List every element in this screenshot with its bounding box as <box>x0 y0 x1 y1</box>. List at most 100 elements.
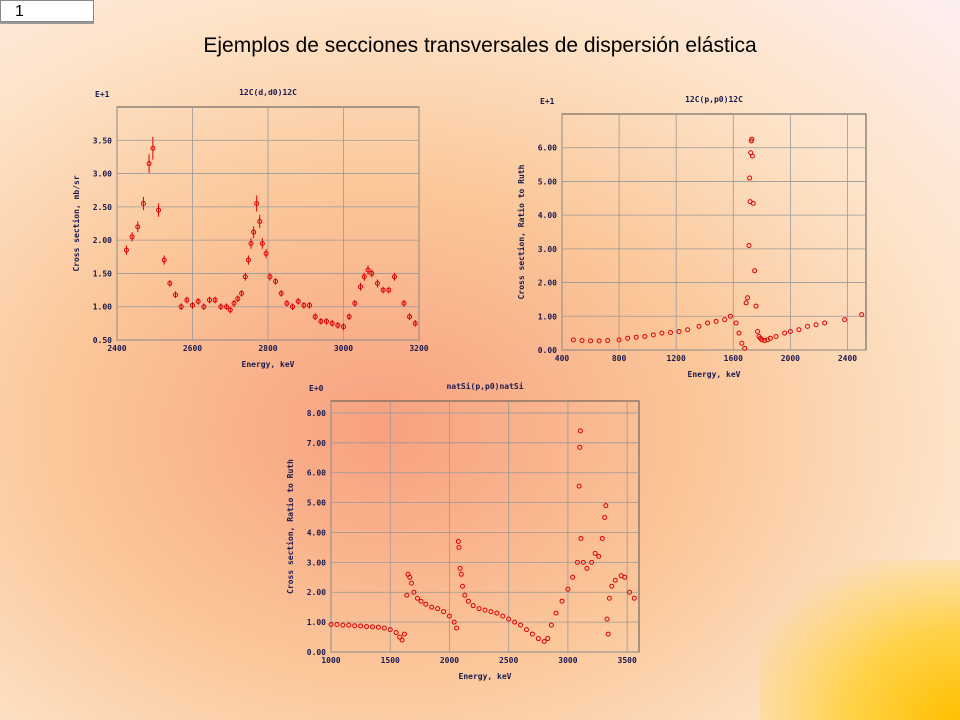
data-point <box>518 622 524 628</box>
slide-title: Ejemplos de secciones transversales de d… <box>203 34 757 57</box>
data-point <box>284 300 290 306</box>
data-point <box>248 240 254 246</box>
data-point <box>612 577 618 583</box>
data-point <box>201 304 207 310</box>
data-point <box>750 200 756 206</box>
data-point <box>387 627 393 633</box>
y-axis-label: Cross section, Ratio to Ruth <box>516 164 526 299</box>
data-point <box>263 250 269 256</box>
data-point <box>767 335 773 341</box>
y-tick-label: 5.00 <box>307 499 326 508</box>
data-point <box>773 334 779 340</box>
data-point <box>599 535 605 541</box>
data-point <box>335 322 341 328</box>
data-point <box>259 240 265 246</box>
data-point <box>381 625 387 631</box>
data-point <box>328 622 334 628</box>
data-point <box>456 544 462 550</box>
data-point <box>753 303 759 309</box>
data-point <box>605 631 611 637</box>
data-point <box>135 224 141 230</box>
y-tick-label: 2.00 <box>538 279 557 288</box>
data-point <box>606 595 612 601</box>
data-point <box>173 292 179 298</box>
data-point <box>749 136 755 142</box>
data-point <box>399 637 405 643</box>
data-point <box>451 619 457 625</box>
data-point <box>257 219 263 225</box>
x-tick-label: 1500 <box>381 656 400 665</box>
data-point <box>696 323 702 329</box>
scale-label: E+0 <box>309 384 324 393</box>
x-tick-label: 3500 <box>618 656 637 665</box>
data-point <box>391 274 397 280</box>
y-tick-label: 0.00 <box>538 346 557 355</box>
plot-frame <box>330 400 640 653</box>
data-point <box>146 161 152 167</box>
data-point <box>361 274 367 280</box>
data-point <box>369 624 375 630</box>
data-point <box>742 345 748 351</box>
data-point <box>307 302 313 308</box>
data-point <box>722 317 728 323</box>
data-point <box>609 583 615 589</box>
y-tick-label: 3.00 <box>307 558 326 567</box>
data-point <box>352 623 358 629</box>
x-axis-label: Energy, keV <box>688 370 741 379</box>
data-point <box>235 296 241 302</box>
data-point <box>529 631 535 637</box>
data-point <box>245 257 251 263</box>
data-point <box>218 304 224 310</box>
y-tick-label: 2.00 <box>307 588 326 597</box>
data-point <box>386 287 392 293</box>
data-point <box>470 603 476 609</box>
x-axis-label: Energy, keV <box>242 360 295 369</box>
data-point <box>441 609 447 615</box>
x-tick-label: 400 <box>555 354 570 363</box>
data-point <box>804 323 810 329</box>
data-point <box>429 604 435 610</box>
data-point <box>578 535 584 541</box>
data-point <box>813 322 819 328</box>
data-point <box>494 610 500 616</box>
data-point <box>212 297 218 303</box>
data-point <box>659 330 665 336</box>
x-axis-label: Energy, keV <box>459 672 512 681</box>
data-point <box>685 327 691 333</box>
data-point <box>178 304 184 310</box>
x-tick-label: 1200 <box>667 354 686 363</box>
data-point <box>129 234 135 240</box>
data-point <box>535 636 541 642</box>
data-point <box>364 624 370 630</box>
data-point <box>577 428 583 434</box>
data-point <box>625 335 631 341</box>
y-tick-label: 2.00 <box>93 236 112 245</box>
data-point <box>605 338 611 344</box>
y-tick-label: 1.50 <box>93 269 112 278</box>
data-point <box>341 324 346 330</box>
chart-title: 12C(d,d0)12C <box>239 88 297 97</box>
data-point <box>346 314 352 320</box>
data-point <box>584 565 590 571</box>
chart-title: natSi(p,p0)natSi <box>446 381 523 391</box>
x-tick-label: 2600 <box>183 344 202 353</box>
data-point <box>329 320 335 326</box>
data-point <box>570 337 576 343</box>
data-point <box>667 329 673 335</box>
data-point <box>512 619 518 625</box>
data-point <box>759 337 765 343</box>
data-point <box>541 639 547 645</box>
data-point <box>458 571 464 577</box>
data-point <box>242 274 248 280</box>
data-point <box>650 332 656 338</box>
plot-frame <box>561 113 867 351</box>
y-tick-label: 1.00 <box>538 312 557 321</box>
data-point <box>273 278 279 284</box>
data-point <box>412 320 418 326</box>
data-point <box>423 601 429 607</box>
x-tick-label: 800 <box>612 354 627 363</box>
x-tick-label: 1000 <box>321 656 340 665</box>
data-point <box>184 297 190 303</box>
